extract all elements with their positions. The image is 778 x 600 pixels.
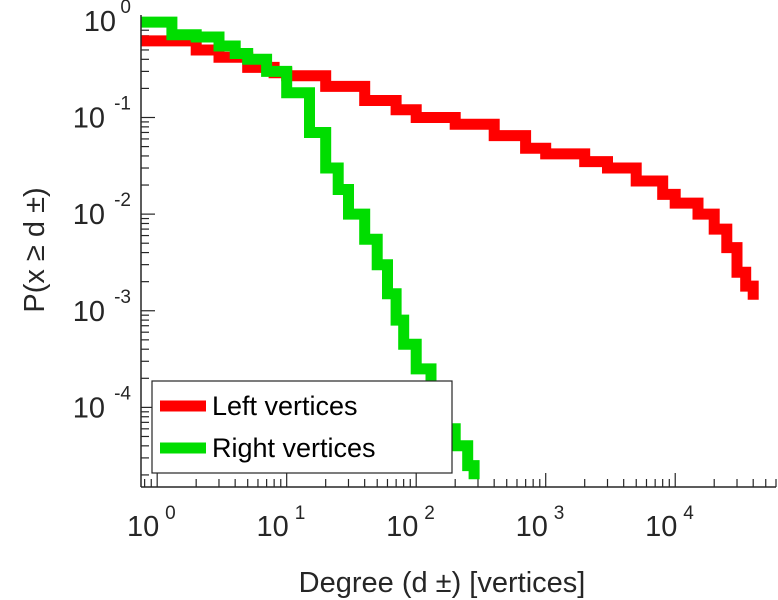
x-tick-exponent: 1 [295, 503, 306, 524]
legend: Left vertices Right vertices [151, 380, 453, 474]
minor-ticks [141, 20, 777, 487]
y-tick-label: 10 [84, 6, 116, 38]
x-tick-exponent: 3 [554, 503, 565, 524]
x-tick-label: 10 [645, 511, 677, 543]
axes [140, 15, 776, 488]
x-tick-exponent: 2 [424, 503, 435, 524]
y-tick-exponent: -1 [114, 93, 131, 114]
legend-box [151, 380, 453, 474]
y-axis-label: P(x ≥ d ±) [19, 187, 51, 312]
y-tick-exponent: 0 [120, 0, 131, 18]
y-tick-label: 10 [73, 199, 105, 231]
x-tick-label: 10 [257, 511, 289, 543]
y-tick-label: 10 [73, 102, 105, 134]
x-tick-label: 10 [386, 511, 418, 543]
x-axis-label: Degree (d ±) [vertices] [299, 567, 586, 599]
x-tick-label: 10 [516, 511, 548, 543]
y-tick-exponent: -4 [114, 383, 131, 404]
legend-label-right-vertices: Right vertices [212, 433, 376, 463]
x-tick-label: 10 [127, 511, 159, 543]
x-tick-exponent: 0 [165, 503, 176, 524]
y-tick-exponent: -3 [114, 287, 131, 308]
legend-label-left-vertices: Left vertices [212, 391, 358, 421]
y-tick-exponent: -2 [114, 190, 131, 211]
y-tick-label: 10 [73, 296, 105, 328]
x-tick-exponent: 4 [683, 503, 694, 524]
y-tick-label: 10 [73, 392, 105, 424]
